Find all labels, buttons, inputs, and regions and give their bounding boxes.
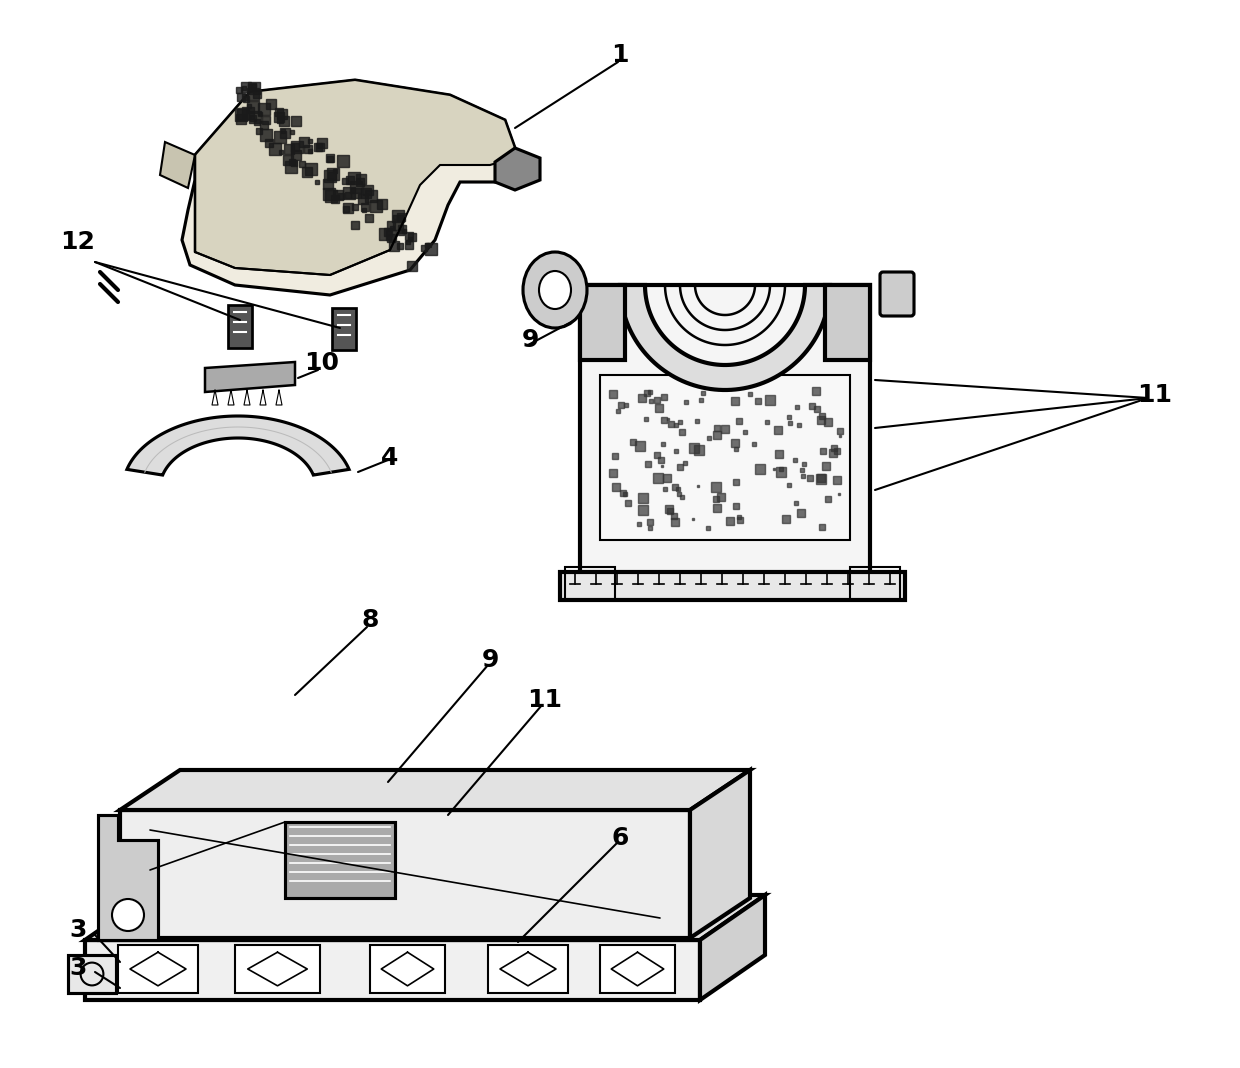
Bar [236, 945, 320, 993]
Polygon shape [580, 285, 870, 590]
Polygon shape [580, 285, 625, 360]
Polygon shape [160, 142, 195, 188]
Bar [489, 945, 568, 993]
Polygon shape [701, 895, 765, 1000]
Text: 3: 3 [69, 918, 87, 942]
Text: 9: 9 [481, 648, 498, 672]
Text: 6: 6 [611, 826, 629, 850]
Text: 11: 11 [1137, 383, 1173, 407]
Polygon shape [205, 362, 295, 392]
Polygon shape [560, 572, 905, 600]
Polygon shape [120, 770, 750, 810]
Polygon shape [332, 308, 356, 350]
Polygon shape [285, 822, 396, 898]
Polygon shape [689, 770, 750, 938]
Polygon shape [825, 285, 870, 360]
Text: 10: 10 [305, 351, 340, 375]
Polygon shape [228, 305, 252, 348]
Text: 8: 8 [361, 608, 378, 632]
Polygon shape [620, 285, 830, 390]
Text: 3: 3 [69, 956, 87, 980]
Text: 12: 12 [61, 230, 95, 254]
Polygon shape [98, 815, 157, 940]
Polygon shape [120, 810, 689, 938]
Text: 1: 1 [611, 43, 629, 67]
Polygon shape [600, 375, 849, 540]
Polygon shape [195, 80, 515, 274]
Polygon shape [68, 955, 117, 993]
Bar [118, 945, 198, 993]
Ellipse shape [523, 252, 587, 328]
Text: 11: 11 [527, 688, 563, 712]
Polygon shape [86, 940, 701, 1000]
Text: 9: 9 [521, 328, 538, 352]
Bar [370, 945, 445, 993]
Circle shape [112, 899, 144, 931]
FancyBboxPatch shape [880, 272, 914, 316]
Polygon shape [182, 80, 515, 295]
Ellipse shape [539, 271, 570, 309]
Text: 4: 4 [382, 446, 399, 470]
Polygon shape [86, 895, 765, 940]
Polygon shape [495, 148, 539, 190]
Bar [600, 945, 675, 993]
Polygon shape [126, 417, 350, 475]
